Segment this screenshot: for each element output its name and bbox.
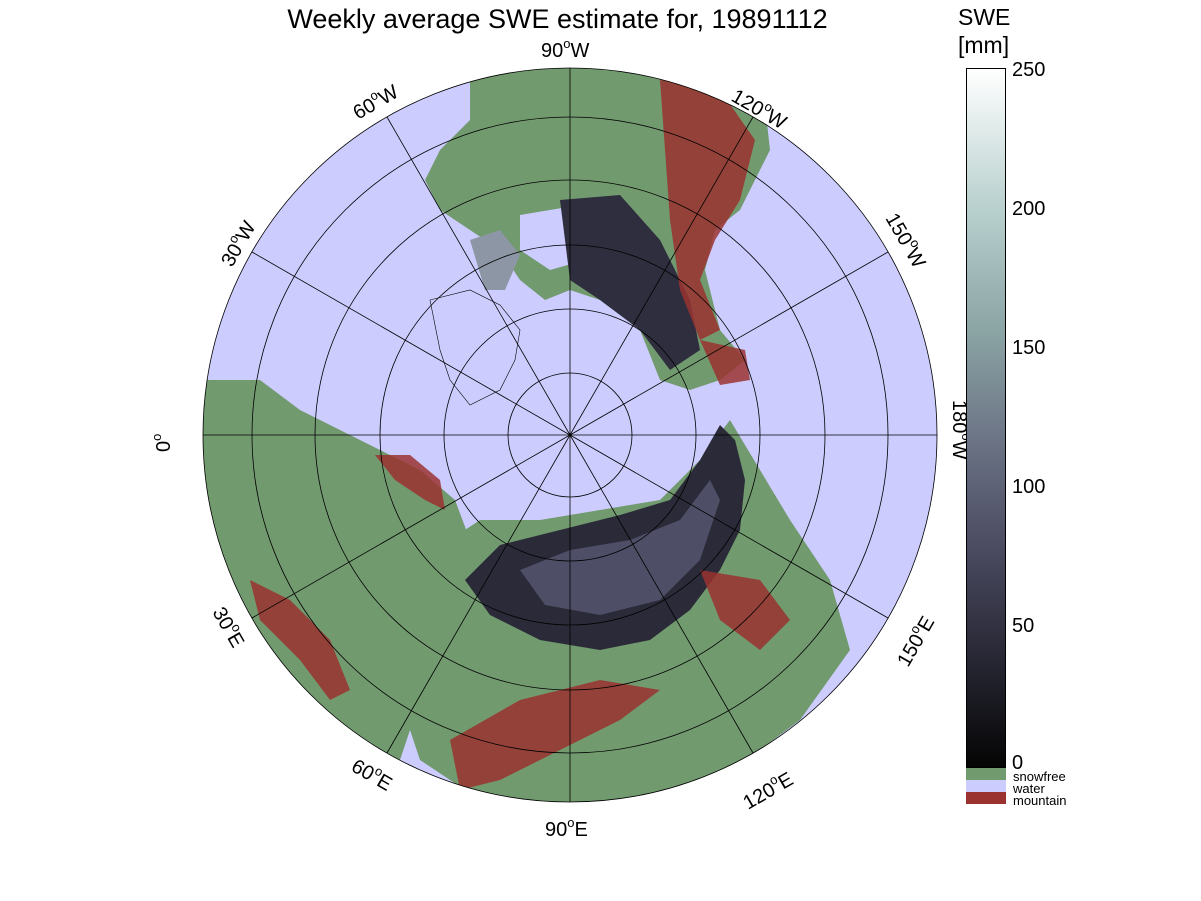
mountain-nordic [375, 455, 445, 510]
label-150e: 150oE [890, 611, 939, 671]
meridian-150 [569, 434, 889, 619]
legend-label-water: water [1013, 781, 1045, 796]
meridian-30 [251, 434, 571, 619]
label-60e: 60oE [348, 752, 398, 796]
swe-colorbar [966, 68, 1006, 768]
label-90w: 90oW [541, 36, 589, 62]
label-30e: 30oE [208, 602, 252, 652]
label-90e: 90oE [545, 815, 588, 841]
map-title: Weekly average SWE estimate for, 1989111… [287, 4, 828, 34]
greenland [429, 289, 521, 406]
mountain-alaska [700, 340, 750, 385]
legend-swatch-snowfree [966, 768, 1006, 780]
meridian-120 [569, 434, 754, 754]
colorbar-tick-100: 100 [1012, 476, 1046, 498]
meridian-150 [251, 251, 571, 436]
meridians [203, 68, 937, 802]
legend-swatch-mountain [966, 792, 1006, 804]
colorbar-tick-250: 250 [1012, 59, 1046, 81]
meridian-30 [569, 251, 889, 436]
legend-label-snowfree: snowfree [1013, 769, 1066, 784]
mountain-rockies [660, 80, 755, 340]
meridian-60 [569, 116, 754, 436]
colorbar-title: SWE [958, 4, 1011, 30]
snow-cover-canada [560, 195, 700, 370]
colorbar-tick-0: 0 [1012, 752, 1024, 774]
colorbar-tick-150: 150 [1012, 337, 1046, 359]
mountain-europe [250, 580, 350, 700]
label-120e: 120oE [738, 765, 798, 814]
meridian-120 [386, 116, 571, 436]
mountain-east-siberia [700, 570, 790, 650]
mountain-central-asia [450, 680, 660, 790]
legend-swatch-water [966, 780, 1006, 792]
colorbar-tick-50: 50 [1012, 615, 1035, 637]
colorbar-tick-200: 200 [1012, 198, 1046, 220]
legend-label-mountain: mountain [1013, 793, 1067, 808]
colorbar-unit: [mm] [958, 32, 1010, 58]
label-0: 0o [149, 434, 175, 452]
meridian-60 [386, 434, 571, 754]
